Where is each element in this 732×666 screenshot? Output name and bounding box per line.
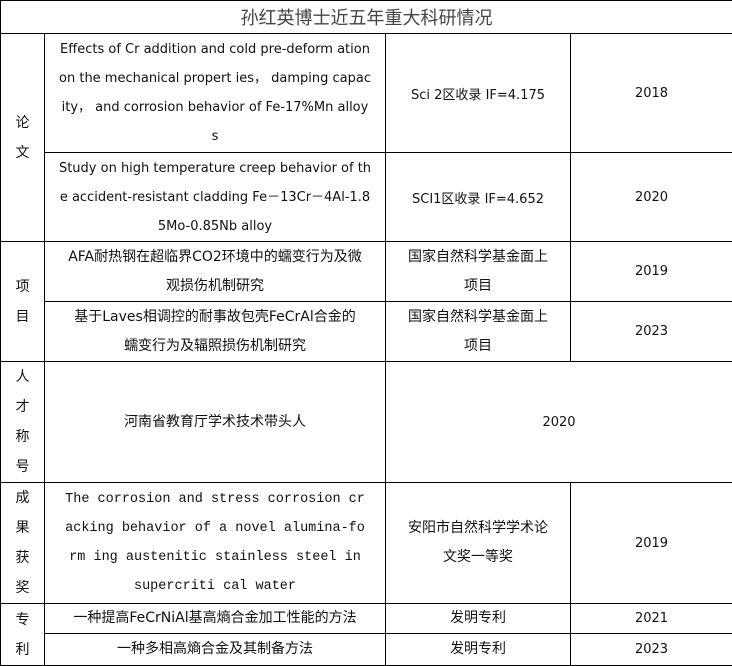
patent-type: 发明专利 — [386, 604, 571, 634]
category-char: 号 — [1, 452, 44, 482]
text-line: 文奖一等奖 — [386, 543, 570, 572]
category-patents: 专 利 — [1, 604, 45, 666]
patent-year: 2023 — [571, 634, 732, 666]
paper-level: Sci 2区收录 IF=4.175 — [386, 34, 571, 153]
table-row: 项 目 AFA耐热钢在超临界CO2环境中的蠕变行为及微 观损伤机制研究 国家自然… — [1, 242, 732, 302]
text-line: 一种多相高熵合金及其制备方法 — [45, 635, 385, 664]
category-char: 目 — [1, 302, 44, 332]
table-row: 一种多相高熵合金及其制备方法 发明专利 2023 — [1, 634, 732, 666]
table-title: 孙红英博士近五年重大科研情况 — [1, 1, 732, 34]
text-line: 国家自然科学基金面上 — [386, 303, 570, 332]
category-char: 论 — [1, 108, 44, 138]
award-year: 2019 — [571, 483, 732, 604]
paper-year: 2018 — [571, 34, 732, 153]
text-line: rm ing austenitic stainless steel in — [45, 543, 385, 572]
category-char: 专 — [1, 605, 44, 635]
table-row: 人 才 称 号 河南省教育厅学术技术带头人 2020 — [1, 362, 732, 483]
text-line: 观损伤机制研究 — [45, 272, 385, 301]
project-year: 2019 — [571, 242, 732, 302]
text-line: Study on high temperature creep behavior… — [45, 154, 385, 183]
text-line: 发明专利 — [386, 635, 570, 664]
category-char: 获 — [1, 543, 44, 573]
table-row: 专 利 一种提高FeCrNiAl基高熵合金加工性能的方法 发明专利 2021 — [1, 604, 732, 634]
text-line: Effects of Cr addition and cold pre-defo… — [45, 35, 385, 64]
paper-title: Effects of Cr addition and cold pre-defo… — [45, 34, 386, 153]
text-line: 安阳市自然科学学术论 — [386, 514, 570, 543]
text-line: ity， and corrosion behavior of Fe-17%Mn … — [45, 93, 385, 122]
text-line: AFA耐热钢在超临界CO2环境中的蠕变行为及微 — [45, 243, 385, 272]
category-char: 才 — [1, 392, 44, 422]
text-line: 项目 — [386, 332, 570, 361]
text-line: 一种提高FeCrNiAl基高熵合金加工性能的方法 — [45, 604, 385, 633]
category-projects: 项 目 — [1, 242, 45, 362]
table-row: 基于Laves相调控的耐事故包壳FeCrAl合金的 蠕变行为及辐照损伤机制研究 … — [1, 302, 732, 362]
table-row: 成 果 获 奖 The corrosion and stress corrosi… — [1, 483, 732, 604]
project-level: 国家自然科学基金面上 项目 — [386, 302, 571, 362]
project-level: 国家自然科学基金面上 项目 — [386, 242, 571, 302]
paper-level: SCI1区收录 IF=4.652 — [386, 153, 571, 242]
text-line: supercriti cal water — [45, 572, 385, 601]
talent-title: 河南省教育厅学术技术带头人 — [45, 362, 386, 483]
text-line: 5Mo-0.85Nb alloy — [45, 212, 385, 241]
text-line: 基于Laves相调控的耐事故包壳FeCrAl合金的 — [45, 303, 385, 332]
text-line: 项目 — [386, 272, 570, 301]
category-papers: 论 文 — [1, 34, 45, 242]
award-title: The corrosion and stress corrosion cr ac… — [45, 483, 386, 604]
text-line: e accident-resistant cladding Fe－13Cr－4A… — [45, 183, 385, 212]
text-line: on the mechanical propert ies， damping c… — [45, 64, 385, 93]
text-line: 国家自然科学基金面上 — [386, 243, 570, 272]
project-title: 基于Laves相调控的耐事故包壳FeCrAl合金的 蠕变行为及辐照损伤机制研究 — [45, 302, 386, 362]
table-row: Study on high temperature creep behavior… — [1, 153, 732, 242]
text-line: The corrosion and stress corrosion cr — [45, 485, 385, 514]
category-talent: 人 才 称 号 — [1, 362, 45, 483]
award-level: 安阳市自然科学学术论 文奖一等奖 — [386, 483, 571, 604]
text-line: 发明专利 — [386, 604, 570, 633]
category-char: 文 — [1, 138, 44, 168]
category-char: 利 — [1, 635, 44, 665]
category-char: 成 — [1, 483, 44, 513]
category-char: 奖 — [1, 573, 44, 603]
table-row: 论 文 Effects of Cr addition and cold pre-… — [1, 34, 732, 153]
category-char: 称 — [1, 422, 44, 452]
text-line: s — [45, 122, 385, 151]
text-line: 河南省教育厅学术技术带头人 — [45, 408, 385, 437]
paper-year: 2020 — [571, 153, 732, 242]
project-title: AFA耐热钢在超临界CO2环境中的蠕变行为及微 观损伤机制研究 — [45, 242, 386, 302]
talent-year: 2020 — [386, 362, 732, 483]
text-line: 蠕变行为及辐照损伤机制研究 — [45, 332, 385, 361]
patent-title: 一种提高FeCrNiAl基高熵合金加工性能的方法 — [45, 604, 386, 634]
project-year: 2023 — [571, 302, 732, 362]
category-char: 项 — [1, 272, 44, 302]
patent-title: 一种多相高熵合金及其制备方法 — [45, 634, 386, 666]
paper-title: Study on high temperature creep behavior… — [45, 153, 386, 242]
patent-year: 2021 — [571, 604, 732, 634]
category-char: 人 — [1, 362, 44, 392]
category-awards: 成 果 获 奖 — [1, 483, 45, 604]
text-line: acking behavior of a novel alumina-fo — [45, 514, 385, 543]
category-char: 果 — [1, 513, 44, 543]
patent-type: 发明专利 — [386, 634, 571, 666]
